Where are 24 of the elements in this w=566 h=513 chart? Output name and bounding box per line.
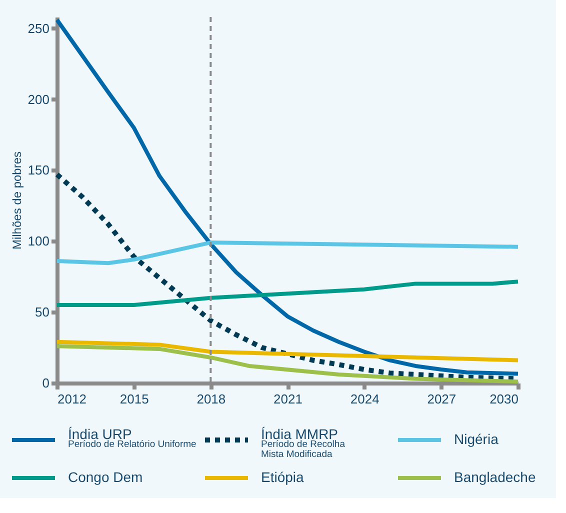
- line-series: [55, 280, 520, 307]
- y-axis-title: Milhões de pobres: [10, 151, 24, 250]
- x-tick-label: 2018: [196, 392, 226, 406]
- x-tick-label: 2024: [350, 392, 380, 406]
- x-tick-label: 2027: [427, 392, 456, 406]
- y-tick-label: 0: [42, 376, 50, 390]
- legend-label: Índia MMRP Período de Recolha Mista Modificada: [261, 426, 346, 460]
- y-tick-label: 50: [35, 304, 50, 320]
- x-tick-label: 2012: [58, 392, 86, 406]
- legend-label: Congo Dem: [68, 469, 143, 485]
- x-tick-label: 2021: [274, 392, 302, 406]
- legend-label: Índia URP Período de Relatório Uniforme: [68, 426, 196, 450]
- line-series: [55, 240, 520, 266]
- x-tick-label: 2015: [120, 392, 149, 406]
- legend-label: Etiópia: [261, 469, 304, 485]
- y-tick-label: 150: [28, 162, 50, 178]
- y-tick-label: 250: [28, 20, 50, 36]
- line-series: [55, 340, 520, 362]
- legend-label: Bangladeche: [454, 469, 536, 485]
- line-series: [55, 18, 520, 376]
- legend-label: Nigéria: [454, 431, 499, 447]
- y-tick-label: 100: [28, 234, 50, 249]
- x-tick-label: 2030: [490, 392, 518, 406]
- y-tick-label: 200: [28, 92, 50, 107]
